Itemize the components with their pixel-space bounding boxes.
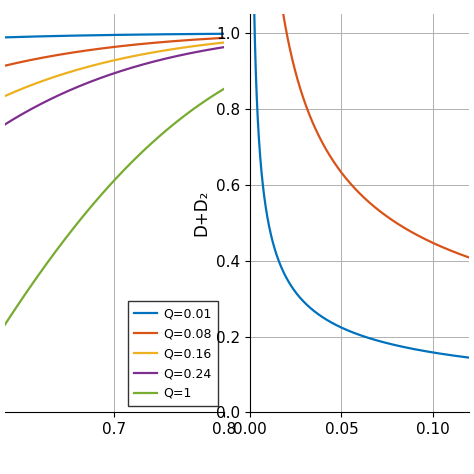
Q=0.24	[245, 41, 250, 46]
Q=0.01	[1, 35, 7, 40]
Q=0.24	[1, 122, 7, 128]
Legend: Q=0.01, Q=0.08, Q=0.16, Q=0.24, Q=1: Q=0.01, Q=0.08, Q=0.16, Q=0.24, Q=1	[128, 301, 218, 406]
Q=0.16	[1, 93, 7, 99]
Line: Q=0.16: Q=0.16	[0, 33, 442, 474]
Q=0.01	[245, 31, 250, 36]
Line: Q=0.01: Q=0.01	[0, 33, 442, 474]
Q=1	[245, 73, 250, 79]
Q=1	[439, 30, 445, 36]
Q=0.08	[162, 39, 167, 45]
Q=0.16	[439, 30, 445, 36]
Q=0.24	[162, 56, 167, 62]
Q=0.24	[439, 30, 445, 36]
Q=0.01	[162, 31, 167, 37]
Q=0.16	[245, 37, 250, 43]
Q=0.08	[245, 34, 250, 40]
Q=0.01	[439, 30, 445, 36]
Q=0.08	[1, 63, 7, 69]
Q=0.08	[439, 30, 445, 36]
Q=0.08	[57, 52, 63, 57]
Q=0.01	[57, 33, 63, 39]
Q=1	[57, 243, 63, 249]
Q=0.16	[57, 73, 63, 78]
Q=1	[162, 129, 167, 135]
Line: Q=0.24: Q=0.24	[0, 33, 442, 474]
Y-axis label: D+D₂: D+D₂	[192, 190, 210, 237]
Q=0.16	[162, 48, 167, 54]
Line: Q=1: Q=1	[0, 33, 442, 474]
Q=0.24	[57, 92, 63, 98]
Q=1	[1, 323, 7, 328]
Line: Q=0.08: Q=0.08	[0, 33, 442, 474]
